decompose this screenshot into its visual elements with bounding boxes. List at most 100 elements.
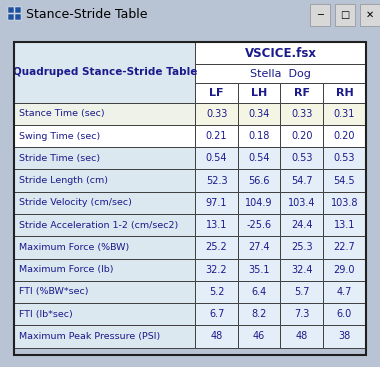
Bar bbox=[14, 42, 195, 103]
Bar bbox=[323, 147, 366, 170]
Bar bbox=[14, 258, 195, 281]
Bar bbox=[238, 147, 280, 170]
Bar bbox=[14, 170, 195, 192]
Text: ─: ─ bbox=[317, 10, 323, 20]
Text: □: □ bbox=[340, 10, 350, 20]
Bar bbox=[323, 236, 366, 258]
Text: 13.1: 13.1 bbox=[206, 220, 227, 230]
Bar bbox=[238, 125, 280, 147]
Text: 0.33: 0.33 bbox=[206, 109, 227, 119]
Bar bbox=[195, 42, 366, 65]
Bar bbox=[280, 83, 323, 103]
Bar bbox=[14, 192, 195, 214]
Bar bbox=[335, 4, 355, 26]
Bar bbox=[14, 281, 195, 303]
Text: LH: LH bbox=[251, 88, 267, 98]
Bar bbox=[323, 281, 366, 303]
Bar bbox=[323, 125, 366, 147]
Bar bbox=[323, 258, 366, 281]
Bar bbox=[14, 125, 195, 147]
Text: 46: 46 bbox=[253, 331, 265, 341]
Bar bbox=[15, 7, 21, 13]
Bar bbox=[195, 83, 238, 103]
Bar bbox=[195, 326, 238, 348]
Text: 8.2: 8.2 bbox=[252, 309, 267, 319]
Text: Stride Length (cm): Stride Length (cm) bbox=[19, 176, 108, 185]
Bar bbox=[238, 103, 280, 125]
Bar bbox=[280, 147, 323, 170]
Text: 22.7: 22.7 bbox=[334, 242, 355, 252]
Text: Stella  Dog: Stella Dog bbox=[250, 69, 311, 79]
Text: 0.54: 0.54 bbox=[206, 153, 227, 163]
Text: 6.7: 6.7 bbox=[209, 309, 224, 319]
Bar bbox=[195, 170, 238, 192]
Text: 97.1: 97.1 bbox=[206, 198, 227, 208]
Bar bbox=[8, 7, 14, 13]
Bar bbox=[195, 281, 238, 303]
Bar bbox=[238, 326, 280, 348]
Text: 0.20: 0.20 bbox=[291, 131, 312, 141]
Bar bbox=[8, 14, 14, 20]
Text: 27.4: 27.4 bbox=[249, 242, 270, 252]
Text: 56.6: 56.6 bbox=[249, 175, 270, 186]
Text: 25.3: 25.3 bbox=[291, 242, 313, 252]
Bar bbox=[195, 147, 238, 170]
Text: 32.2: 32.2 bbox=[206, 265, 227, 275]
Text: 0.54: 0.54 bbox=[249, 153, 270, 163]
Bar bbox=[14, 103, 195, 125]
Bar bbox=[195, 192, 238, 214]
Bar bbox=[14, 214, 195, 236]
Text: Stance Time (sec): Stance Time (sec) bbox=[19, 109, 104, 118]
Text: Stride Acceleration 1-2 (cm/sec2): Stride Acceleration 1-2 (cm/sec2) bbox=[19, 221, 178, 230]
Text: 0.21: 0.21 bbox=[206, 131, 227, 141]
Bar bbox=[238, 303, 280, 326]
Bar bbox=[280, 326, 323, 348]
Text: 54.5: 54.5 bbox=[334, 175, 355, 186]
Text: 54.7: 54.7 bbox=[291, 175, 313, 186]
Bar bbox=[238, 192, 280, 214]
Text: 7.3: 7.3 bbox=[294, 309, 309, 319]
Text: RH: RH bbox=[336, 88, 353, 98]
Text: ✕: ✕ bbox=[366, 10, 374, 20]
Text: 0.33: 0.33 bbox=[291, 109, 312, 119]
Text: 0.18: 0.18 bbox=[249, 131, 270, 141]
Bar bbox=[280, 125, 323, 147]
Text: Maximum Force (lb): Maximum Force (lb) bbox=[19, 265, 113, 274]
Text: -25.6: -25.6 bbox=[247, 220, 272, 230]
Text: 6.4: 6.4 bbox=[252, 287, 267, 297]
Text: 0.31: 0.31 bbox=[334, 109, 355, 119]
Text: Stride Time (sec): Stride Time (sec) bbox=[19, 154, 100, 163]
Text: FTI (lb*sec): FTI (lb*sec) bbox=[19, 310, 72, 319]
Bar bbox=[360, 4, 380, 26]
Bar bbox=[14, 326, 195, 348]
Text: Swing Time (sec): Swing Time (sec) bbox=[19, 131, 100, 141]
Text: 32.4: 32.4 bbox=[291, 265, 312, 275]
Text: RF: RF bbox=[294, 88, 310, 98]
Bar bbox=[323, 192, 366, 214]
Bar bbox=[195, 103, 238, 125]
Text: 0.53: 0.53 bbox=[334, 153, 355, 163]
Bar bbox=[238, 214, 280, 236]
Text: 103.4: 103.4 bbox=[288, 198, 315, 208]
Bar bbox=[238, 258, 280, 281]
Bar bbox=[280, 281, 323, 303]
Text: VSCICE.fsx: VSCICE.fsx bbox=[244, 47, 317, 59]
Bar bbox=[280, 236, 323, 258]
Text: Quadruped Stance-Stride Table: Quadruped Stance-Stride Table bbox=[13, 67, 197, 77]
Bar bbox=[280, 192, 323, 214]
Bar bbox=[238, 83, 280, 103]
Bar bbox=[280, 214, 323, 236]
Bar bbox=[15, 14, 21, 20]
Text: 48: 48 bbox=[211, 331, 223, 341]
Text: 48: 48 bbox=[296, 331, 308, 341]
Text: 0.53: 0.53 bbox=[291, 153, 312, 163]
Bar bbox=[323, 103, 366, 125]
Bar bbox=[195, 214, 238, 236]
Bar bbox=[14, 147, 195, 170]
Bar bbox=[280, 103, 323, 125]
Bar bbox=[238, 170, 280, 192]
Text: 35.1: 35.1 bbox=[249, 265, 270, 275]
Text: Stance-Stride Table: Stance-Stride Table bbox=[26, 8, 147, 22]
Bar bbox=[195, 125, 238, 147]
Text: 24.4: 24.4 bbox=[291, 220, 312, 230]
